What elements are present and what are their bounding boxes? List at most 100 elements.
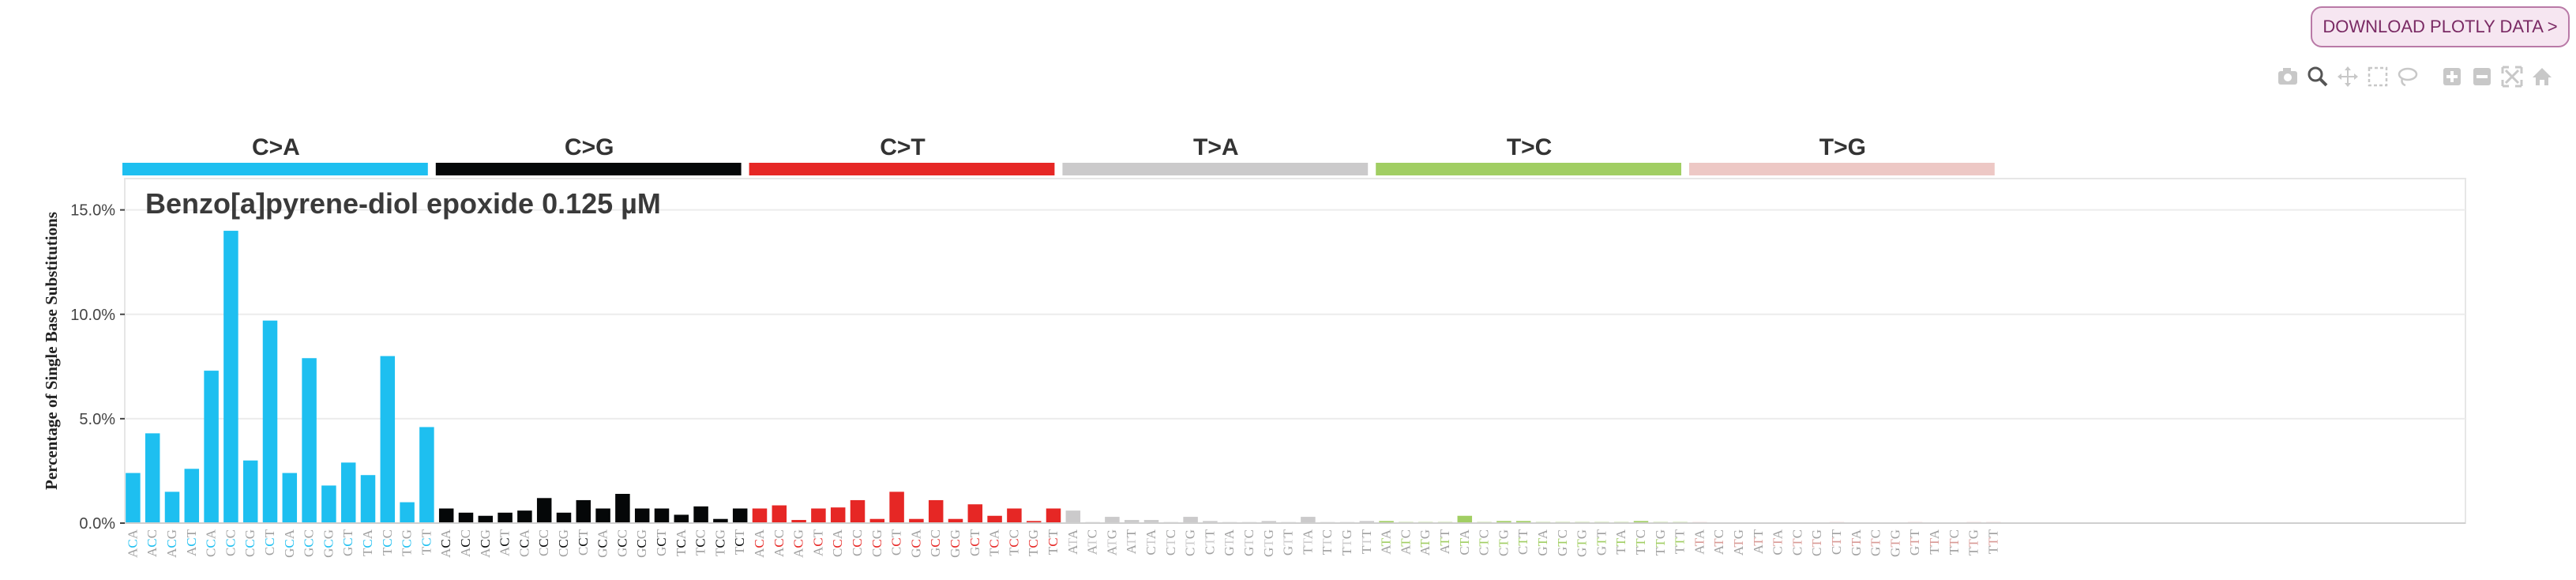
bar[interactable] xyxy=(184,469,200,523)
bar[interactable] xyxy=(126,473,141,523)
x-tick-label: ATG xyxy=(1418,529,1433,556)
x-tick-label: TCG xyxy=(712,529,727,556)
bar[interactable] xyxy=(830,507,846,523)
bar[interactable] xyxy=(732,508,748,523)
x-tick-label: ACT xyxy=(184,529,199,556)
bar[interactable] xyxy=(282,473,298,523)
bar[interactable] xyxy=(967,504,983,523)
zoom-in-icon[interactable] xyxy=(2439,63,2465,90)
y-axis-ticks: 0.0% 5.0% 10.0% 15.0% xyxy=(70,202,125,533)
bar[interactable] xyxy=(1203,521,1218,523)
x-tick-label: CTG xyxy=(1183,529,1198,556)
bar[interactable] xyxy=(340,462,356,523)
bar[interactable] xyxy=(654,508,670,523)
bar[interactable] xyxy=(752,508,768,523)
bar[interactable] xyxy=(1359,521,1375,523)
bar[interactable] xyxy=(1046,508,1061,523)
reset-axes-icon[interactable] xyxy=(2529,63,2555,90)
bar[interactable] xyxy=(517,510,532,523)
y-axis-label: Percentage of Single Base Substitutions xyxy=(42,212,61,490)
x-tick-label: GCG xyxy=(948,529,963,558)
bar[interactable] xyxy=(791,520,806,523)
bar[interactable] xyxy=(556,512,572,523)
x-tick-label: GTG xyxy=(1261,529,1276,557)
bar[interactable] xyxy=(713,518,728,523)
bar[interactable] xyxy=(595,508,610,523)
bar[interactable] xyxy=(360,475,376,523)
bar[interactable] xyxy=(1183,517,1198,523)
group-header-label: T>C xyxy=(1507,134,1553,160)
x-tick-label: GCT xyxy=(654,529,669,556)
bar[interactable] xyxy=(498,512,513,523)
bar[interactable] xyxy=(1633,521,1649,523)
bar[interactable] xyxy=(869,518,885,523)
download-plotly-data-button[interactable]: DOWNLOAD PLOTLY DATA > xyxy=(2311,6,2570,47)
pan-icon[interactable] xyxy=(2334,63,2361,90)
bar[interactable] xyxy=(634,508,650,523)
bar[interactable] xyxy=(987,515,1002,523)
x-tick-label: GTT xyxy=(1281,529,1296,556)
bar[interactable] xyxy=(1026,521,1042,523)
x-tick-label: GTA xyxy=(1222,529,1237,556)
y-tick-label: 15.0% xyxy=(70,202,115,220)
bar[interactable] xyxy=(438,508,454,523)
bar[interactable] xyxy=(242,460,258,523)
x-tick-label: GCC xyxy=(928,529,943,557)
bar[interactable] xyxy=(674,514,689,523)
bar[interactable] xyxy=(145,433,160,523)
x-tick-label: TTT xyxy=(1673,529,1688,554)
bar[interactable] xyxy=(164,491,180,523)
x-tick-label: TTA xyxy=(1613,529,1628,554)
x-tick-label: TTC xyxy=(1633,529,1648,555)
bar[interactable] xyxy=(536,498,552,523)
x-tick-label: CCG xyxy=(556,529,571,557)
bar[interactable] xyxy=(1143,520,1159,523)
zoom-icon[interactable] xyxy=(2304,63,2331,90)
bar[interactable] xyxy=(223,231,238,523)
x-tick-label: CCG xyxy=(869,529,884,557)
bar[interactable] xyxy=(204,371,219,523)
bar[interactable] xyxy=(1496,521,1511,523)
bar[interactable] xyxy=(615,494,630,523)
x-tick-label: TCG xyxy=(1026,529,1041,556)
group-header-bar xyxy=(1062,163,1369,175)
bar[interactable] xyxy=(380,356,396,523)
camera-icon[interactable] xyxy=(2274,63,2301,90)
bar[interactable] xyxy=(1301,517,1316,523)
bar[interactable] xyxy=(1457,515,1473,523)
group-header-label: T>G xyxy=(1819,134,1866,160)
x-tick-label: CCC xyxy=(850,529,865,556)
bar[interactable] xyxy=(693,506,708,523)
bar[interactable] xyxy=(811,508,826,523)
bar[interactable] xyxy=(400,502,415,523)
bar[interactable] xyxy=(772,505,787,523)
bar[interactable] xyxy=(419,427,434,523)
bar[interactable] xyxy=(1007,508,1022,523)
bar[interactable] xyxy=(478,515,494,523)
bar[interactable] xyxy=(889,491,904,523)
bar[interactable] xyxy=(1515,521,1531,523)
bar[interactable] xyxy=(262,320,278,523)
bar[interactable] xyxy=(1261,521,1277,523)
bar[interactable] xyxy=(1065,510,1081,523)
bar[interactable] xyxy=(576,499,591,523)
bar[interactable] xyxy=(321,485,336,523)
autoscale-icon[interactable] xyxy=(2499,63,2525,90)
zoom-out-icon[interactable] xyxy=(2469,63,2495,90)
bar[interactable] xyxy=(928,499,944,523)
bar[interactable] xyxy=(1379,521,1394,523)
bar[interactable] xyxy=(850,499,866,523)
bar[interactable] xyxy=(1124,520,1140,523)
x-tick-label: GTA xyxy=(1535,529,1550,556)
group-header-bar xyxy=(1376,163,1681,175)
x-tick-label: ATT xyxy=(1751,529,1766,554)
box-select-icon[interactable] xyxy=(2364,63,2391,90)
bar[interactable] xyxy=(1105,517,1120,523)
lasso-icon[interactable] xyxy=(2394,63,2421,90)
bar[interactable] xyxy=(948,518,963,523)
bar[interactable] xyxy=(909,518,924,523)
x-axis-ticks: ACAACCACGACTCCACCCCCGCCTGCAGCCGCGGCTTCAT… xyxy=(125,522,2465,558)
x-tick-label: TCT xyxy=(419,529,434,555)
bar[interactable] xyxy=(458,512,474,523)
bar[interactable] xyxy=(302,358,317,523)
